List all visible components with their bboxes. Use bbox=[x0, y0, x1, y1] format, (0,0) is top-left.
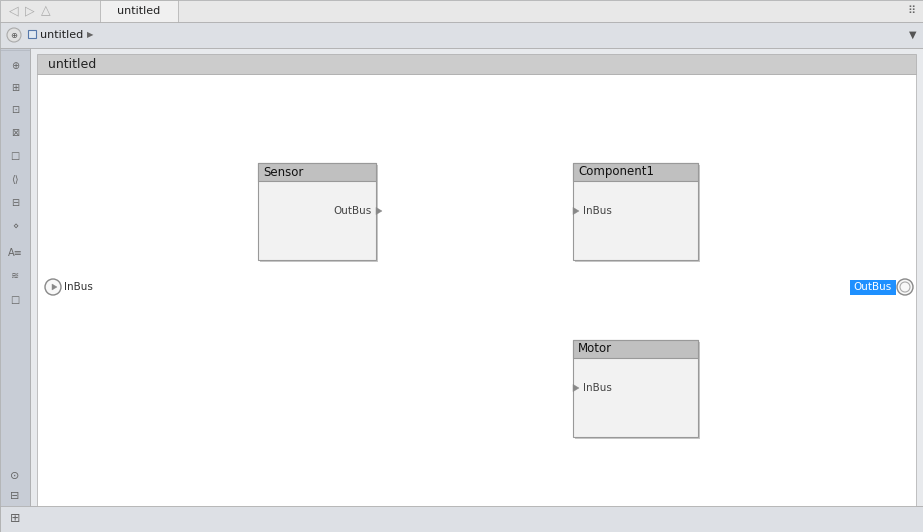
Text: ⊞: ⊞ bbox=[10, 512, 20, 526]
Bar bbox=[258, 163, 376, 260]
Bar bbox=[573, 163, 698, 181]
Text: □: □ bbox=[10, 295, 19, 305]
Circle shape bbox=[7, 28, 21, 42]
Text: ▶: ▶ bbox=[87, 30, 93, 39]
Bar bbox=[0, 0, 923, 22]
Text: ⊙: ⊙ bbox=[10, 471, 19, 481]
Bar bbox=[28, 30, 36, 38]
Text: InBus: InBus bbox=[583, 206, 612, 216]
Text: ⊠: ⊠ bbox=[11, 128, 19, 138]
Bar bbox=[575, 165, 700, 262]
Text: OutBus: OutBus bbox=[334, 206, 372, 216]
Text: ⊟: ⊟ bbox=[10, 491, 19, 501]
Bar bbox=[850, 279, 896, 295]
Text: ⟨⟩: ⟨⟩ bbox=[11, 175, 18, 185]
Bar bbox=[573, 340, 698, 437]
Bar bbox=[30, 48, 923, 506]
Bar bbox=[100, 0, 178, 22]
Bar bbox=[573, 163, 698, 260]
Bar bbox=[573, 340, 698, 358]
Text: ⊟: ⊟ bbox=[11, 198, 19, 208]
Bar bbox=[260, 165, 378, 262]
Text: ⠿: ⠿ bbox=[907, 6, 915, 16]
Text: untitled: untitled bbox=[48, 57, 96, 71]
Polygon shape bbox=[52, 284, 57, 290]
Text: Motor: Motor bbox=[578, 343, 612, 355]
Bar bbox=[258, 163, 376, 181]
Text: InBus: InBus bbox=[64, 282, 93, 292]
Text: Sensor: Sensor bbox=[263, 165, 304, 179]
Text: ▷: ▷ bbox=[25, 4, 35, 18]
Text: ≋: ≋ bbox=[11, 271, 19, 281]
Polygon shape bbox=[376, 207, 382, 214]
Text: InBus: InBus bbox=[583, 383, 612, 393]
Circle shape bbox=[897, 279, 913, 295]
Text: ⊕: ⊕ bbox=[10, 30, 18, 39]
Text: A≡: A≡ bbox=[7, 248, 22, 258]
Text: ⋄: ⋄ bbox=[12, 221, 18, 231]
Polygon shape bbox=[573, 207, 579, 214]
Circle shape bbox=[900, 282, 910, 292]
Text: OutBus: OutBus bbox=[854, 282, 893, 292]
Bar bbox=[37, 74, 916, 506]
Text: untitled: untitled bbox=[40, 30, 83, 40]
Text: Component1: Component1 bbox=[578, 165, 654, 179]
Text: ⊕: ⊕ bbox=[11, 61, 19, 71]
Bar bbox=[575, 342, 700, 439]
Text: ⊡: ⊡ bbox=[11, 105, 19, 115]
Text: ▼: ▼ bbox=[909, 30, 917, 40]
Text: ◁: ◁ bbox=[9, 4, 18, 18]
Text: untitled: untitled bbox=[117, 6, 161, 16]
Text: □: □ bbox=[10, 151, 19, 161]
Circle shape bbox=[45, 279, 61, 295]
Bar bbox=[0, 22, 923, 48]
Polygon shape bbox=[573, 385, 579, 392]
Bar bbox=[37, 54, 916, 74]
Text: ⊞: ⊞ bbox=[11, 83, 19, 93]
Bar bbox=[0, 48, 30, 532]
Bar bbox=[0, 506, 923, 532]
Text: △: △ bbox=[42, 4, 51, 18]
